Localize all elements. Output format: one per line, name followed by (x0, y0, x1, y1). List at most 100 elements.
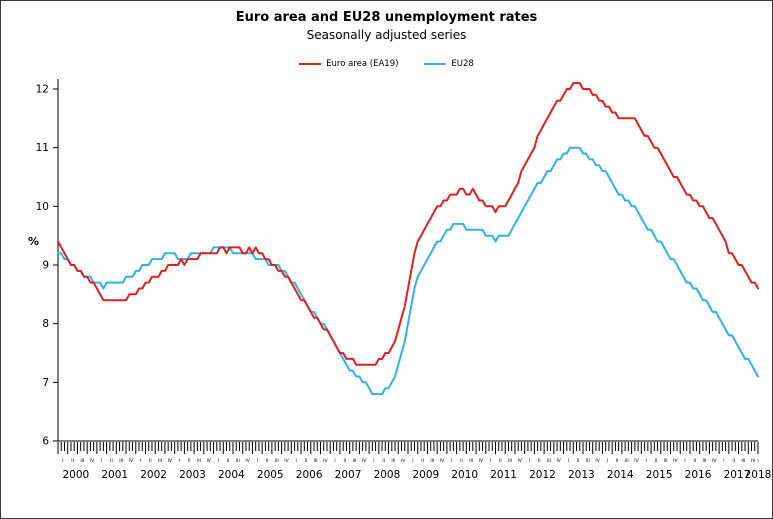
quarter-label: III (469, 458, 473, 464)
chart-title: Euro area and EU28 unemployment rates (235, 10, 538, 25)
y-tick-label: 8 (42, 318, 49, 330)
quarter-label: IV (712, 458, 717, 464)
eu28-line-swatch (424, 63, 447, 65)
quarter-label: II (616, 458, 619, 464)
quarter-label: III (275, 458, 279, 464)
quarter-label: III (236, 458, 240, 464)
chart-subtitle: Seasonally adjusted series (306, 28, 467, 42)
quarter-label: I (490, 458, 491, 464)
chart-legend: Euro area (EA19) EU28 (1, 59, 772, 69)
quarter-label: I (684, 458, 685, 464)
quarter-label: III (703, 458, 707, 464)
quarter-label: I (218, 458, 219, 464)
quarter-label: III (508, 458, 512, 464)
year-label: 2003 (179, 469, 206, 481)
quarter-label: II (421, 458, 424, 464)
quarter-label: I (140, 458, 141, 464)
quarter-label: I (179, 458, 180, 464)
quarter-label: I (529, 458, 530, 464)
quarter-label: I (412, 458, 413, 464)
quarter-label: I (296, 458, 297, 464)
year-label: 2007 (335, 469, 362, 481)
year-label: 2008 (374, 469, 401, 481)
y-tick-label: 9 (42, 260, 49, 272)
year-label: 2002 (140, 469, 167, 481)
quarter-label: II (343, 458, 346, 464)
quarter-label: II (499, 458, 502, 464)
quarter-label: III (664, 458, 668, 464)
quarter-label: II (71, 458, 74, 464)
quarter-label: IV (90, 458, 95, 464)
quarter-label: III (391, 458, 395, 464)
quarter-label: I (334, 458, 335, 464)
legend-label-ea19: Euro area (EA19) (326, 59, 399, 69)
year-label: 2011 (490, 469, 517, 481)
quarter-label: II (188, 458, 191, 464)
year-label: 2015 (646, 469, 673, 481)
quarter-label: I (607, 458, 608, 464)
quarter-label: IV (634, 458, 639, 464)
year-label: 2006 (296, 469, 323, 481)
quarter-label: IV (206, 458, 211, 464)
quarter-label: I (373, 458, 374, 464)
legend-label-eu28: EU28 (451, 59, 474, 69)
ea19-line-swatch (299, 63, 322, 65)
quarter-label: I (723, 458, 724, 464)
quarter-label: I (62, 458, 63, 464)
quarter-label: IV (440, 458, 445, 464)
quarter-label: IV (362, 458, 367, 464)
quarter-label: III (314, 458, 318, 464)
series-line-ea19 (57, 82, 759, 366)
quarter-label: IV (751, 458, 756, 464)
quarter-label: III (430, 458, 434, 464)
quarter-label: I (568, 458, 569, 464)
quarter-label: II (460, 458, 463, 464)
quarter-label: IV (479, 458, 484, 464)
y-tick-label: 12 (36, 84, 49, 96)
year-label: 2017 (724, 469, 751, 481)
quarter-label: I (257, 458, 258, 464)
year-label: 2012 (529, 469, 556, 481)
year-label: 2014 (607, 469, 634, 481)
quarter-label: I (101, 458, 102, 464)
quarter-label: III (625, 458, 629, 464)
quarter-label: II (266, 458, 269, 464)
quarter-label: II (110, 458, 113, 464)
quarter-label: IV (556, 458, 561, 464)
quarter-label: II (227, 458, 230, 464)
year-label: 2004 (218, 469, 245, 481)
quarter-label: IV (595, 458, 600, 464)
quarter-label: III (353, 458, 357, 464)
quarter-label: I (451, 458, 452, 464)
quarter-label: III (547, 458, 551, 464)
y-tick-label: 7 (42, 377, 49, 389)
legend-item-eu28: EU28 (424, 59, 474, 69)
y-tick-label: 10 (36, 201, 49, 213)
quarter-label: III (158, 458, 162, 464)
year-label: 2010 (451, 469, 478, 481)
quarter-label: III (586, 458, 590, 464)
quarter-label: II (577, 458, 580, 464)
quarter-label: III (80, 458, 84, 464)
quarter-label: IV (245, 458, 250, 464)
quarter-label: IV (168, 458, 173, 464)
quarter-label: IV (323, 458, 328, 464)
y-tick-label: 11 (36, 142, 49, 154)
series-line-eu28 (57, 146, 759, 396)
legend-item-ea19: Euro area (EA19) (299, 59, 398, 69)
year-label: 2000 (62, 469, 89, 481)
plot-axes: 6 7 8 9 10 11 12 (36, 79, 758, 448)
year-label: 2016 (685, 469, 712, 481)
year-label: 2001 (101, 469, 128, 481)
quarter-label: IV (129, 458, 134, 464)
quarter-label: II (655, 458, 658, 464)
quarter-label: II (382, 458, 385, 464)
quarter-label: III (197, 458, 201, 464)
y-tick-label: 6 (42, 436, 49, 448)
quarter-label: I (757, 458, 758, 464)
quarter-label: II (149, 458, 152, 464)
quarter-label: II (305, 458, 308, 464)
quarter-label: IV (518, 458, 523, 464)
quarter-label: IV (673, 458, 678, 464)
